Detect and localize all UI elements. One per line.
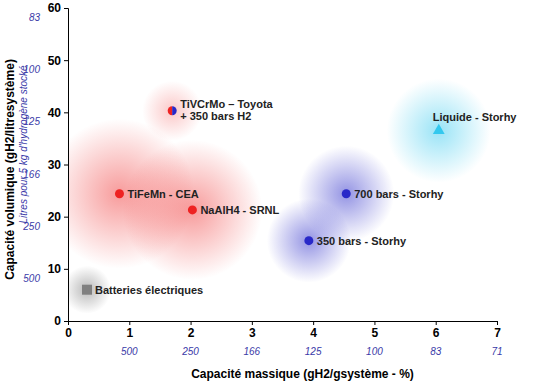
point: [188, 205, 197, 214]
x-secondary-label: 500: [121, 346, 138, 357]
x-secondary-label: 100: [366, 346, 383, 357]
y-axis: 0 10 20 30 40 50 60: [48, 1, 69, 328]
x-secondary-label: 125: [305, 346, 322, 357]
x-tick: 6: [433, 321, 440, 340]
x-secondary-label: 250: [181, 346, 199, 357]
x-tick-label: 0: [65, 326, 72, 340]
y-tick: 0: [54, 314, 68, 328]
y-tick-label: 10: [48, 262, 62, 276]
point-label: TiFeMn - CEA: [127, 188, 198, 200]
y-tick-mark: [64, 321, 68, 322]
point-label: TiVCrMo – Toyota+ 350 bars H2: [180, 98, 273, 122]
x-tick-label: 7: [494, 326, 501, 340]
y-tick-label: 30: [48, 158, 62, 172]
point-right-half: [172, 106, 177, 115]
y-tick-label: 0: [54, 314, 61, 328]
x-tick-label: 2: [188, 326, 195, 340]
x-axis-title: Capacité massique (gH2/gsystème - %): [191, 367, 414, 381]
point-labels: TiVCrMo – Toyota+ 350 bars H2 TiFeMn - CE…: [95, 98, 517, 296]
point-label-line: NaAlH4 - SRNL: [200, 204, 279, 216]
points: [82, 106, 445, 294]
y-tick-mark: [64, 60, 68, 61]
x-axis: 0 1 2 3 4 5 6 7: [65, 321, 501, 340]
x-tick-mark: [252, 321, 253, 325]
x-tick-label: 6: [433, 326, 440, 340]
y-tick-label: 60: [48, 1, 62, 15]
x-tick-mark: [436, 321, 437, 325]
x-tick: 2: [188, 321, 195, 340]
y-axis-line: [64, 9, 69, 322]
chart: 0 1 2 3 4 5 6 7 0 10 20 30 40 50 60 500 250 166 125 100 83 71…: [0, 0, 534, 386]
y-tick: 20: [48, 210, 68, 224]
y-tick-mark: [64, 165, 68, 166]
x-tick: 3: [249, 321, 256, 340]
y-tick: 60: [48, 1, 68, 15]
y-tick: 50: [48, 54, 68, 68]
x-tick: 7: [494, 321, 501, 340]
point-label-line: TiFeMn - CEA: [127, 188, 198, 200]
x-tick-mark: [129, 321, 130, 325]
y-secondary-title: Litres pour 5 kg d'hydrogène stocké: [18, 65, 29, 224]
point-label: Batteries électriques: [95, 284, 203, 296]
point: [115, 189, 124, 198]
point: [342, 189, 351, 198]
point-label: Liquide - Storhy: [433, 111, 518, 123]
x-tick-mark: [497, 321, 498, 325]
x-tick-mark: [313, 321, 314, 325]
plot-area: [68, 79, 491, 314]
x-tick: 5: [372, 321, 379, 340]
y-tick-mark: [64, 269, 68, 270]
point: [82, 285, 92, 295]
point: [168, 106, 177, 115]
y-tick-mark: [64, 217, 68, 218]
y-tick-label: 40: [48, 106, 62, 120]
point-label-line: Batteries électriques: [95, 284, 203, 296]
x-tick-label: 1: [126, 326, 133, 340]
x-tick: 1: [126, 321, 133, 340]
point-label-line: Liquide - Storhy: [433, 111, 518, 123]
x-secondary-label: 71: [491, 346, 502, 357]
x-secondary-label: 83: [430, 346, 442, 357]
point-label-line: + 350 bars H2: [180, 110, 251, 122]
y-tick-mark: [64, 8, 68, 9]
point-label: NaAlH4 - SRNL: [200, 204, 279, 216]
y-secondary-label: 500: [23, 273, 40, 284]
point-left-half: [168, 106, 173, 115]
x-tick-mark: [374, 321, 375, 325]
y-axis-title: Capacité volumique (gH2/litresystème): [3, 59, 17, 280]
point-label-line: TiVCrMo – Toyota: [180, 98, 273, 110]
x-axis-line: [69, 322, 498, 326]
x-tick-label: 5: [372, 326, 379, 340]
point-label-line: 350 bars - Storhy: [317, 235, 407, 247]
y-tick-label: 50: [48, 54, 62, 68]
x-tick-label: 4: [310, 326, 317, 340]
y-tick: 40: [48, 106, 68, 120]
x-tick: 0: [65, 321, 72, 340]
halos: [68, 79, 491, 314]
x-tick-mark: [191, 321, 192, 325]
y-secondary-label: 83: [29, 12, 41, 23]
y-tick: 10: [48, 262, 68, 276]
y-tick-mark: [64, 112, 68, 113]
x-tick-label: 3: [249, 326, 256, 340]
x-tick: 4: [310, 321, 317, 340]
point-label-line: 700 bars - Storhy: [354, 188, 444, 200]
y-tick: 30: [48, 158, 68, 172]
halo: [387, 79, 491, 183]
point-label: 350 bars - Storhy: [317, 235, 407, 247]
point: [304, 236, 313, 245]
y-tick-label: 20: [48, 210, 62, 224]
point-label: 700 bars - Storhy: [354, 188, 444, 200]
x-secondary-label: 166: [244, 346, 261, 357]
point: [433, 124, 445, 134]
